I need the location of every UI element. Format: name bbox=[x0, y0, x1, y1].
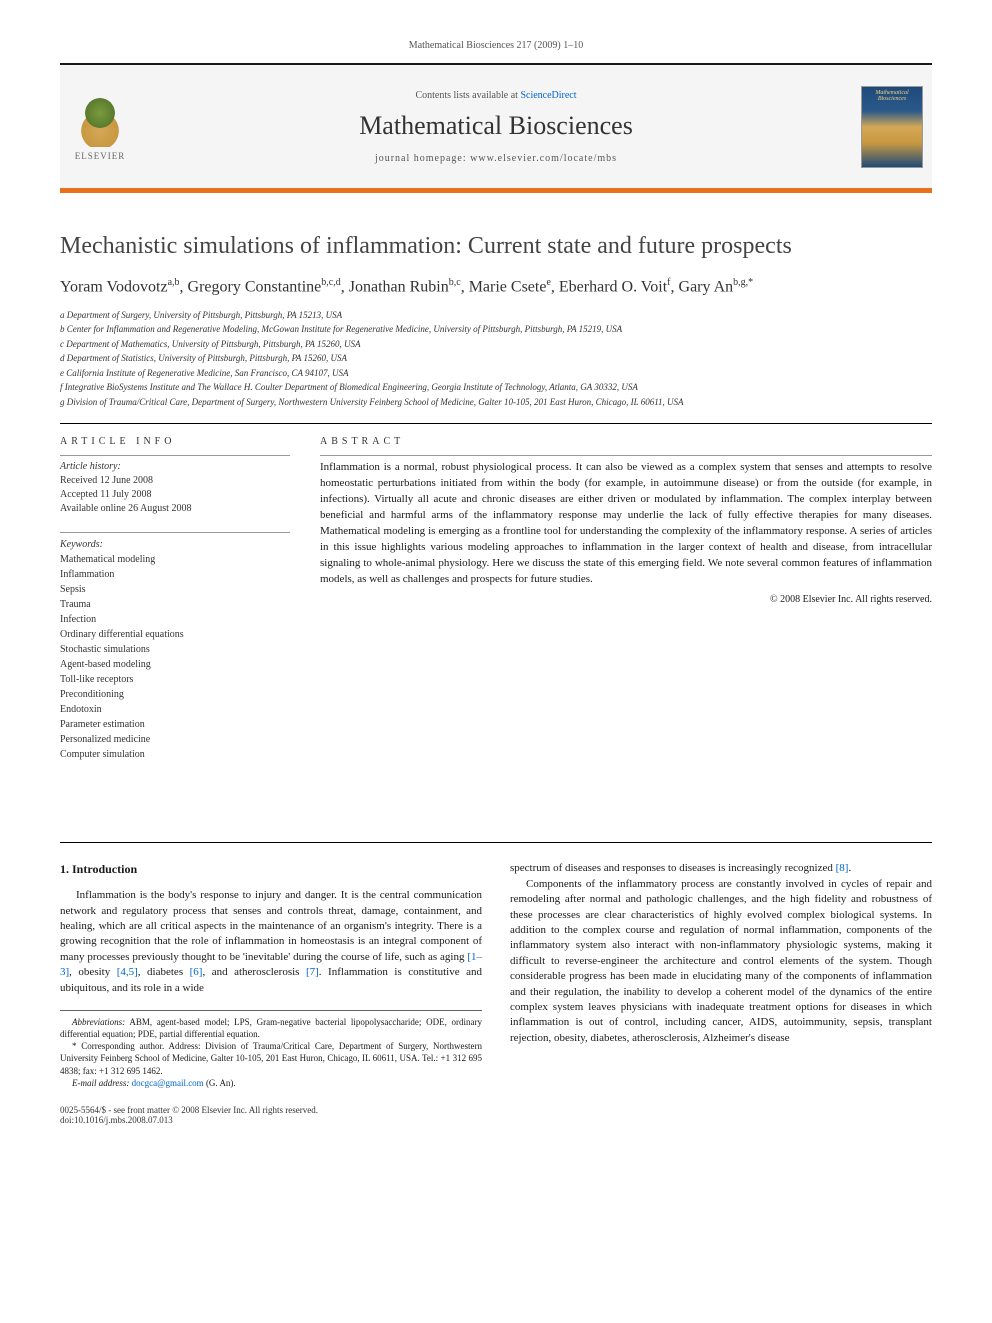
header-center: Contents lists available at ScienceDirec… bbox=[140, 65, 852, 188]
section-divider bbox=[60, 842, 932, 843]
affiliation: e California Institute of Regenerative M… bbox=[60, 367, 932, 381]
divider bbox=[60, 423, 932, 424]
meta-row: ARTICLE INFO Article history: Received 1… bbox=[60, 436, 932, 762]
citation-link[interactable]: [8] bbox=[836, 862, 849, 874]
article-info-label: ARTICLE INFO bbox=[60, 436, 290, 447]
corr-label: * Corresponding author. bbox=[72, 1041, 164, 1051]
keyword: Computer simulation bbox=[60, 747, 290, 762]
elsevier-tree-icon bbox=[73, 93, 127, 147]
citation-line: Mathematical Biosciences 217 (2009) 1–10 bbox=[60, 40, 932, 51]
affiliation: b Center for Inflammation and Regenerati… bbox=[60, 323, 932, 337]
email-footnote: E-mail address: docgca@gmail.com (G. An)… bbox=[60, 1077, 482, 1089]
abstract-text: Inflammation is a normal, robust physiol… bbox=[320, 455, 932, 588]
keyword: Stochastic simulations bbox=[60, 642, 290, 657]
email-label: E-mail address: bbox=[72, 1078, 129, 1088]
affiliation: f Integrative BioSystems Institute and T… bbox=[60, 381, 932, 395]
author-list: Yoram Vodovotza,b, Gregory Constantineb,… bbox=[60, 276, 932, 299]
abstract-column: ABSTRACT Inflammation is a normal, robus… bbox=[320, 436, 932, 762]
keyword: Endotoxin bbox=[60, 702, 290, 717]
citation-link[interactable]: [6] bbox=[190, 966, 203, 978]
cover-thumbnail-block bbox=[852, 65, 932, 188]
article-title: Mechanistic simulations of inflammation:… bbox=[60, 231, 932, 262]
keyword: Preconditioning bbox=[60, 687, 290, 702]
homepage-url: www.elsevier.com/locate/mbs bbox=[470, 153, 617, 164]
journal-name: Mathematical Biosciences bbox=[359, 111, 633, 141]
article-history: Article history: Received 12 June 2008 A… bbox=[60, 455, 290, 516]
keywords-block: Keywords: Mathematical modeling Inflamma… bbox=[60, 532, 290, 762]
paragraph: Inflammation is the body's response to i… bbox=[60, 888, 482, 996]
keyword: Mathematical modeling bbox=[60, 552, 290, 567]
keyword: Sepsis bbox=[60, 582, 290, 597]
citation-link[interactable]: [4,5] bbox=[117, 966, 138, 978]
affiliations: a Department of Surgery, University of P… bbox=[60, 309, 932, 410]
affiliation: c Department of Mathematics, University … bbox=[60, 338, 932, 352]
abstract-label: ABSTRACT bbox=[320, 436, 932, 447]
abbreviations-footnote: Abbreviations: ABM, agent-based model; L… bbox=[60, 1016, 482, 1040]
doi-line: doi:10.1016/j.mbs.2008.07.013 bbox=[60, 1115, 318, 1125]
keyword: Agent-based modeling bbox=[60, 657, 290, 672]
history-received: Received 12 June 2008 bbox=[60, 474, 290, 488]
section-heading: 1. Introduction bbox=[60, 861, 482, 878]
history-online: Available online 26 August 2008 bbox=[60, 502, 290, 516]
affiliation: a Department of Surgery, University of P… bbox=[60, 309, 932, 323]
keyword: Personalized medicine bbox=[60, 732, 290, 747]
paragraph: spectrum of diseases and responses to di… bbox=[510, 861, 932, 876]
email-link[interactable]: docgca@gmail.com bbox=[132, 1078, 204, 1088]
abstract-copyright: © 2008 Elsevier Inc. All rights reserved… bbox=[320, 594, 932, 605]
sciencedirect-link[interactable]: ScienceDirect bbox=[520, 90, 576, 101]
page-footer: 0025-5564/$ - see front matter © 2008 El… bbox=[60, 1105, 932, 1125]
footer-left: 0025-5564/$ - see front matter © 2008 El… bbox=[60, 1105, 318, 1125]
article-info-column: ARTICLE INFO Article history: Received 1… bbox=[60, 436, 290, 762]
keyword: Toll-like receptors bbox=[60, 672, 290, 687]
keyword: Ordinary differential equations bbox=[60, 627, 290, 642]
keyword: Infection bbox=[60, 612, 290, 627]
footnotes: Abbreviations: ABM, agent-based model; L… bbox=[60, 1010, 482, 1089]
paragraph: Components of the inflammatory process a… bbox=[510, 877, 932, 1046]
front-matter-line: 0025-5564/$ - see front matter © 2008 El… bbox=[60, 1105, 318, 1115]
page-container: Mathematical Biosciences 217 (2009) 1–10… bbox=[0, 0, 992, 1175]
keyword: Parameter estimation bbox=[60, 717, 290, 732]
affiliation: d Department of Statistics, University o… bbox=[60, 352, 932, 366]
affiliation: g Division of Trauma/Critical Care, Depa… bbox=[60, 396, 932, 410]
publisher-label: ELSEVIER bbox=[75, 151, 126, 161]
history-title: Article history: bbox=[60, 460, 290, 474]
contents-available-line: Contents lists available at ScienceDirec… bbox=[415, 90, 576, 101]
contents-prefix: Contents lists available at bbox=[415, 90, 520, 101]
journal-cover-icon bbox=[861, 86, 923, 168]
body-text: 1. Introduction Inflammation is the body… bbox=[60, 861, 932, 1088]
publisher-logo-block: ELSEVIER bbox=[60, 65, 140, 188]
homepage-prefix: journal homepage: bbox=[375, 153, 470, 164]
citation-link[interactable]: [7] bbox=[306, 966, 319, 978]
corresponding-author-footnote: * Corresponding author. Address: Divisio… bbox=[60, 1040, 482, 1076]
abbrev-label: Abbreviations: bbox=[72, 1017, 125, 1027]
keyword: Trauma bbox=[60, 597, 290, 612]
keywords-title: Keywords: bbox=[60, 537, 290, 552]
history-accepted: Accepted 11 July 2008 bbox=[60, 488, 290, 502]
journal-header: ELSEVIER Contents lists available at Sci… bbox=[60, 63, 932, 193]
keyword: Inflammation bbox=[60, 567, 290, 582]
journal-homepage: journal homepage: www.elsevier.com/locat… bbox=[375, 153, 617, 164]
